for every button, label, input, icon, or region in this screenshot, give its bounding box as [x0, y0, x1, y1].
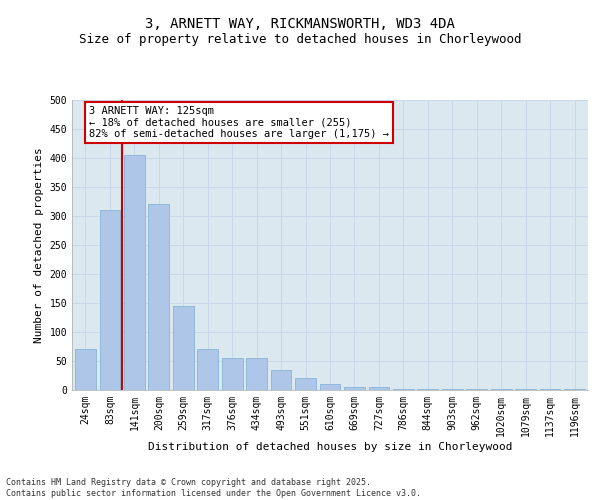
Bar — [148, 204, 169, 390]
Bar — [246, 358, 267, 390]
Bar — [295, 378, 316, 390]
X-axis label: Distribution of detached houses by size in Chorleywood: Distribution of detached houses by size … — [148, 442, 512, 452]
Bar — [368, 387, 389, 390]
Bar — [173, 306, 194, 390]
Text: Contains HM Land Registry data © Crown copyright and database right 2025.
Contai: Contains HM Land Registry data © Crown c… — [6, 478, 421, 498]
Y-axis label: Number of detached properties: Number of detached properties — [34, 147, 44, 343]
Bar — [222, 358, 242, 390]
Bar — [393, 389, 414, 390]
Bar — [75, 350, 96, 390]
Bar — [100, 210, 120, 390]
Text: 3 ARNETT WAY: 125sqm
← 18% of detached houses are smaller (255)
82% of semi-deta: 3 ARNETT WAY: 125sqm ← 18% of detached h… — [89, 106, 389, 139]
Bar — [271, 370, 292, 390]
Text: Size of property relative to detached houses in Chorleywood: Size of property relative to detached ho… — [79, 32, 521, 46]
Bar — [344, 387, 365, 390]
Bar — [320, 384, 340, 390]
Bar — [197, 350, 218, 390]
Bar — [564, 389, 585, 390]
Bar — [124, 155, 145, 390]
Text: 3, ARNETT WAY, RICKMANSWORTH, WD3 4DA: 3, ARNETT WAY, RICKMANSWORTH, WD3 4DA — [145, 18, 455, 32]
